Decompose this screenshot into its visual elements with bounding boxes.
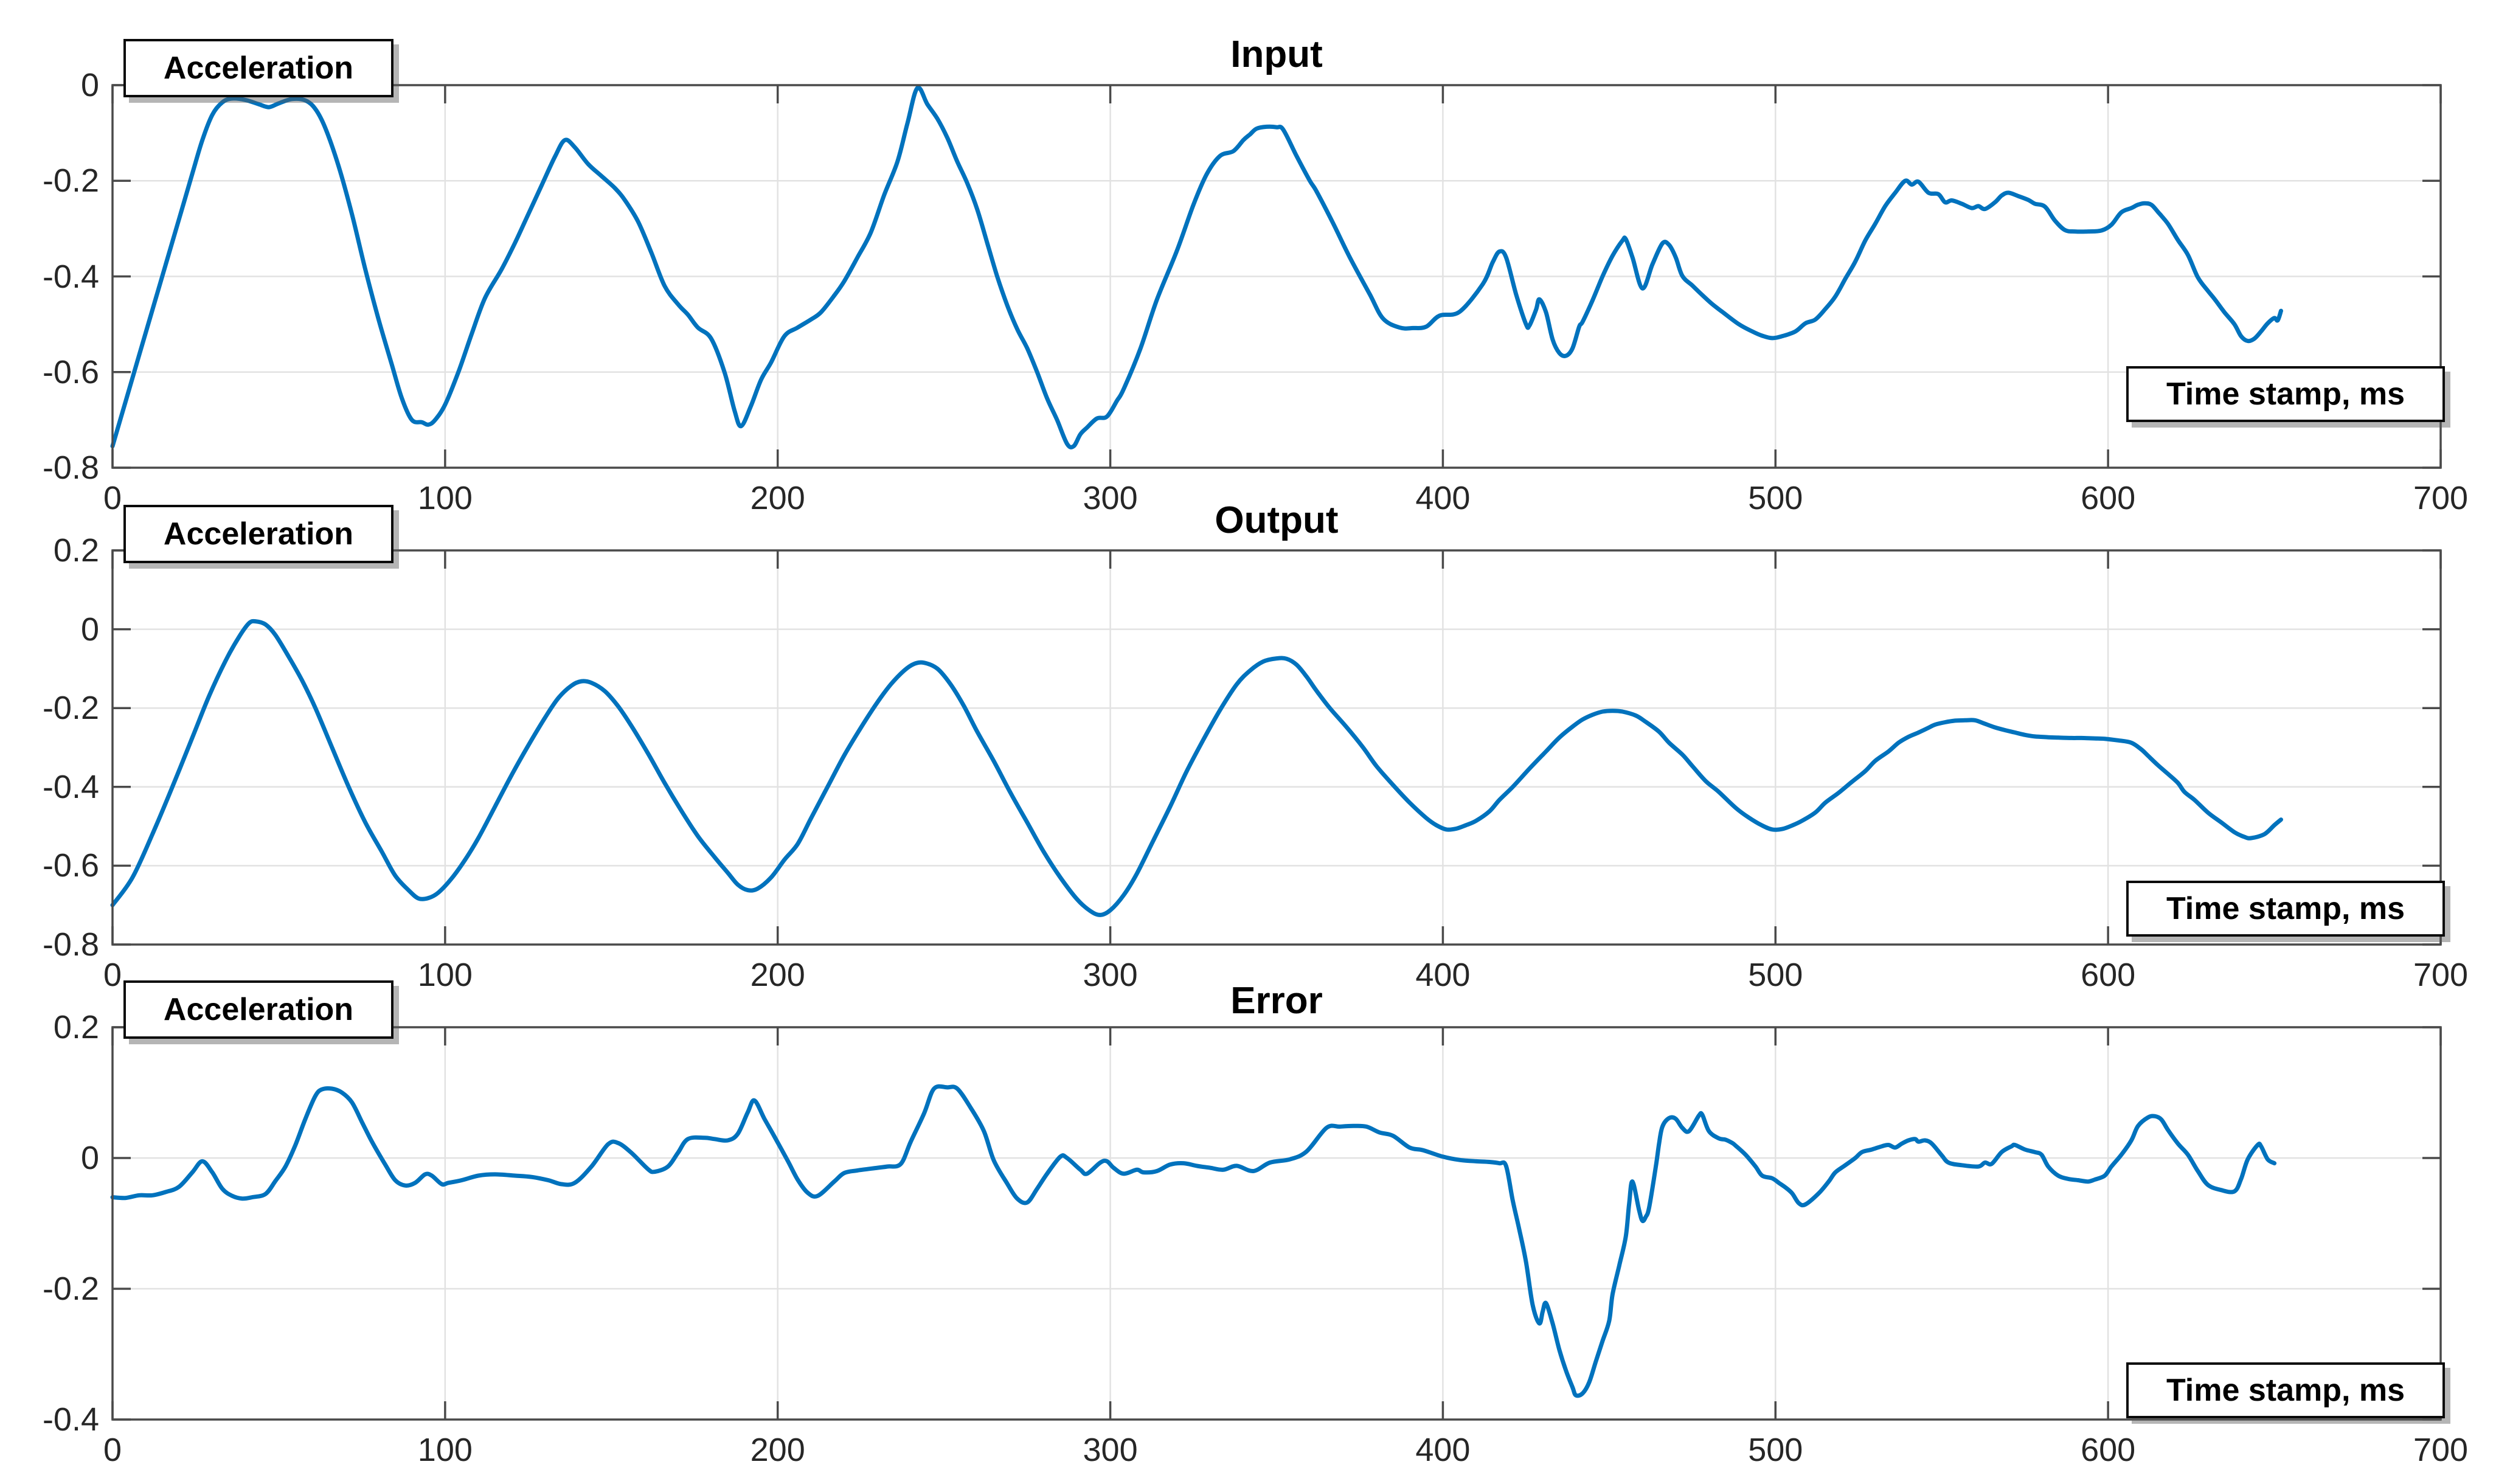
input-x-tick-label: 200 [750,480,805,516]
input-x-tick-label: 600 [2081,480,2136,516]
output-y-tick-label: -0.2 [42,690,99,727]
output-y-tick-label: -0.4 [42,768,99,805]
error-x-tick-label: 0 [103,1432,122,1468]
error-ylabel-box: Acceleration [123,980,393,1039]
input-x-tick-label: 100 [417,480,473,516]
input-y-tick-label: 0 [80,67,99,103]
error-series-line [110,1084,2277,1398]
input-ylabel-box: Acceleration [123,39,393,97]
input-x-tick-label: 500 [1748,480,1803,516]
input-x-tick-label: 0 [103,480,122,516]
input-y-tick-label: -0.8 [42,449,99,486]
error-x-tick-label: 400 [1415,1432,1471,1468]
input-series-line [110,85,2283,449]
input-xlabel-box: Time stamp, ms [2126,366,2445,422]
output-x-tick-label: 400 [1415,957,1471,993]
input-y-tick-label: -0.6 [42,353,99,390]
error-x-tick-label: 300 [1083,1432,1138,1468]
input-x-tick-label: 700 [2413,480,2469,516]
subplot-output [110,549,2442,946]
output-y-tick-label: 0 [80,611,99,648]
error-xlabel-box: Time stamp, ms [2126,1362,2445,1418]
error-y-tick-label: 0 [80,1140,99,1176]
output-series-line [110,619,2283,917]
grid [113,550,2441,945]
error-x-tick-label: 600 [2081,1432,2136,1468]
subplot-error-title: Error [1230,980,1323,1022]
output-y-tick-label: 0.2 [53,532,99,569]
error-x-tick-label: 500 [1748,1432,1803,1468]
error-x-tick-label: 700 [2413,1432,2469,1468]
output-x-tick-label: 300 [1083,957,1138,993]
input-y-tick-label: -0.4 [42,258,99,295]
output-x-tick-label: 700 [2413,957,2469,993]
error-y-tick-label: 0.2 [53,1009,99,1045]
error-ylabel-text: Acceleration [163,992,354,1027]
input-y-tick-label: -0.2 [42,162,99,199]
output-x-tick-label: 200 [750,957,805,993]
axes-box [111,1026,2442,1421]
output-ylabel-box: Acceleration [123,505,393,563]
axes-box [111,84,2442,469]
output-x-tick-label: 500 [1748,957,1803,993]
error-x-tick-label: 100 [417,1432,473,1468]
subplot-input [110,84,2442,469]
subplot-output-title: Output [1215,499,1339,541]
axes-box [111,549,2442,946]
subplot-error [110,1026,2442,1421]
grid [113,1027,2441,1420]
output-xlabel-box: Time stamp, ms [2126,881,2445,937]
error-y-tick-label: -0.4 [42,1401,99,1438]
input-x-tick-label: 300 [1083,480,1138,516]
error-x-tick-label: 200 [750,1432,805,1468]
output-ylabel-text: Acceleration [163,516,354,552]
output-x-tick-label: 600 [2081,957,2136,993]
input-xlabel-text: Time stamp, ms [2166,376,2405,412]
input-ylabel-text: Acceleration [163,50,354,86]
error-xlabel-text: Time stamp, ms [2166,1373,2405,1408]
output-y-tick-label: -0.6 [42,847,99,884]
output-x-tick-label: 100 [417,957,473,993]
grid [113,85,2441,468]
error-y-tick-label: -0.2 [42,1271,99,1307]
output-x-tick-label: 0 [103,957,122,993]
input-x-tick-label: 400 [1415,480,1471,516]
subplot-input-title: Input [1230,33,1323,75]
output-y-tick-label: -0.8 [42,926,99,963]
output-xlabel-text: Time stamp, ms [2166,891,2405,926]
